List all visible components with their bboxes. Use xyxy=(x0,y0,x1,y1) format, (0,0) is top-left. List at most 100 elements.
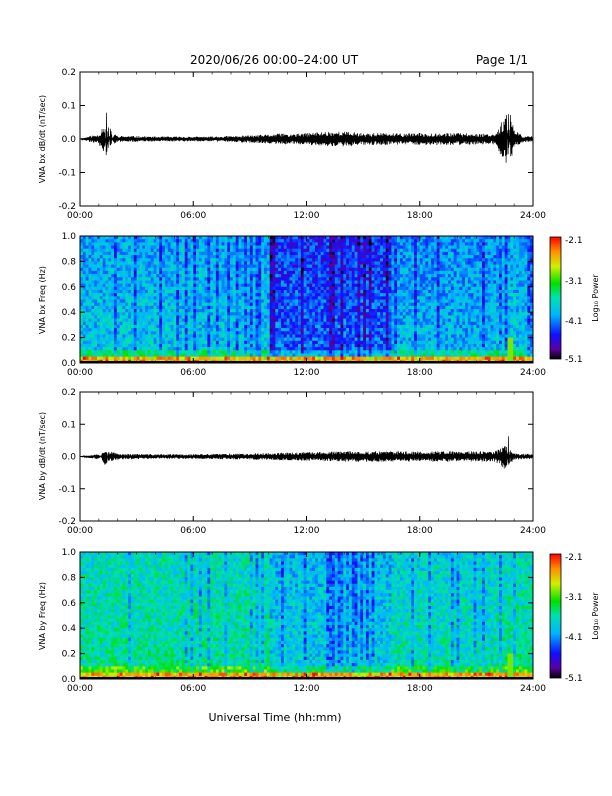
spectrogram-cell xyxy=(326,258,329,261)
spectrogram-cell xyxy=(222,284,225,287)
spectrogram-cell xyxy=(357,309,360,312)
spectrogram-cell xyxy=(352,265,355,268)
spectrogram-cell xyxy=(281,338,284,341)
spectrogram-cell xyxy=(83,268,86,271)
spectrogram-cell xyxy=(352,325,355,328)
spectrogram-cell xyxy=(139,261,142,264)
spectrogram-cell xyxy=(391,319,394,322)
spectrogram-cell xyxy=(406,344,409,347)
spectrogram-cell xyxy=(156,306,159,309)
spectrogram-cell xyxy=(278,268,281,271)
spectrogram-cell xyxy=(91,309,94,312)
spectrogram-cell xyxy=(343,312,346,315)
spectrogram-cell xyxy=(360,287,363,290)
spectrogram-cell xyxy=(128,319,131,322)
spectrogram-cell xyxy=(88,319,91,322)
spectrogram-cell xyxy=(134,306,137,309)
spectrogram-cell xyxy=(292,306,295,309)
spectrogram-cell xyxy=(318,315,321,318)
spectrogram-cell xyxy=(196,306,199,309)
spectrogram-cell xyxy=(408,341,411,344)
spectrogram-cell xyxy=(128,357,131,360)
spectrogram-cell xyxy=(411,255,414,258)
spectrogram-cell xyxy=(261,350,264,353)
spectrogram-cell xyxy=(408,347,411,350)
spectrogram-cell xyxy=(224,252,227,255)
spectrogram-cell xyxy=(239,236,242,239)
spectrogram-cell xyxy=(309,341,312,344)
spectrogram-cell xyxy=(372,271,375,274)
spectrogram-cell xyxy=(176,255,179,258)
spectrogram-cell xyxy=(386,296,389,299)
spectrogram-cell xyxy=(267,296,270,299)
spectrogram-cell xyxy=(247,261,250,264)
spectrogram-cell xyxy=(105,290,108,293)
spectrogram-cell xyxy=(318,344,321,347)
spectrogram-cell xyxy=(411,265,414,268)
spectrogram-cell xyxy=(363,328,366,331)
spectrogram-cell xyxy=(205,271,208,274)
spectrogram-cell xyxy=(383,357,386,360)
spectrogram-cell xyxy=(188,325,191,328)
spectrogram-cell xyxy=(227,328,230,331)
spectrogram-cell xyxy=(199,268,202,271)
spectrogram-cell xyxy=(323,293,326,296)
spectrogram-cell xyxy=(253,331,256,334)
spectrogram-cell xyxy=(301,280,304,283)
spectrogram-cell xyxy=(230,268,233,271)
spectrogram-cell xyxy=(185,319,188,322)
spectrogram-cell xyxy=(307,325,310,328)
spectrogram-cell xyxy=(394,309,397,312)
spectrogram-cell xyxy=(267,277,270,280)
spectrogram-cell xyxy=(411,334,414,337)
spectrogram-cell xyxy=(86,344,89,347)
spectrogram-cell xyxy=(173,344,176,347)
spectrogram-cell xyxy=(386,290,389,293)
spectrogram-cell xyxy=(244,290,247,293)
spectrogram-cell xyxy=(247,258,250,261)
spectrogram-cell xyxy=(224,319,227,322)
spectrogram-cell xyxy=(340,325,343,328)
spectrogram-cell xyxy=(97,265,100,268)
spectrogram-cell xyxy=(403,338,406,341)
spectrogram-cell xyxy=(366,293,369,296)
spectrogram-cell xyxy=(372,306,375,309)
spectrogram-cell xyxy=(295,325,298,328)
spectrogram-cell xyxy=(408,287,411,290)
spectrogram-cell xyxy=(239,331,242,334)
spectrogram-cell xyxy=(233,258,236,261)
spectrogram-cell xyxy=(403,284,406,287)
spectrogram-cell xyxy=(355,274,358,277)
spectrogram-cell xyxy=(190,315,193,318)
spectrogram-cell xyxy=(304,255,307,258)
spectrogram-cell xyxy=(162,261,165,264)
spectrogram-cell xyxy=(131,287,134,290)
spectrogram-cell xyxy=(267,319,270,322)
spectrogram-cell xyxy=(83,274,86,277)
spectrogram-cell xyxy=(213,350,216,353)
spectrogram-cell xyxy=(188,268,191,271)
spectrogram-cell xyxy=(400,353,403,356)
spectrogram-cell xyxy=(97,290,100,293)
spectrogram-cell xyxy=(307,331,310,334)
spectrogram-cell xyxy=(120,334,123,337)
spectrogram-cell xyxy=(100,287,103,290)
spectrogram-cell xyxy=(222,249,225,252)
spectrogram-cell xyxy=(380,309,383,312)
spectrogram-cell xyxy=(264,246,267,249)
spectrogram-cell xyxy=(326,277,329,280)
spectrogram-cell xyxy=(216,300,219,303)
spectrogram-cell xyxy=(227,268,230,271)
spectrogram-cell xyxy=(120,252,123,255)
spectrogram-cell xyxy=(233,268,236,271)
spectrogram-cell xyxy=(389,296,392,299)
spectrogram-cell xyxy=(355,242,358,245)
spectrogram-cell xyxy=(355,350,358,353)
spectrogram-cell xyxy=(131,322,134,325)
spectrogram-cell xyxy=(114,290,117,293)
spectrogram-cell xyxy=(168,268,171,271)
spectrogram-cell xyxy=(386,315,389,318)
spectrogram-cell xyxy=(340,296,343,299)
x-tick-label: 18:00 xyxy=(407,211,433,221)
spectrogram-cell xyxy=(148,290,151,293)
